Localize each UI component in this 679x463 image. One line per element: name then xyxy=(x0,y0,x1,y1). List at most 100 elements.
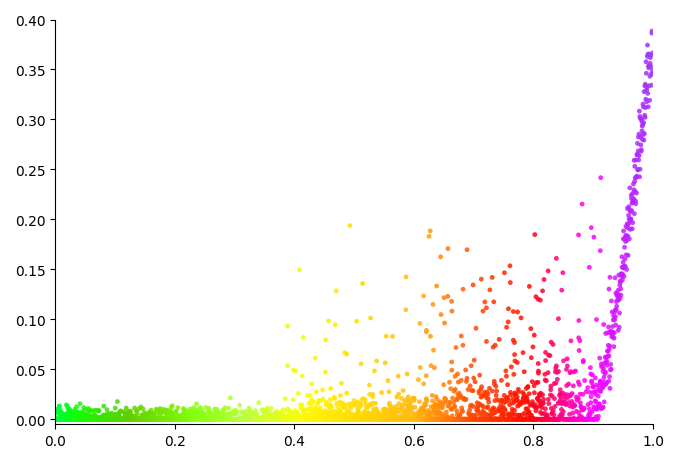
Point xyxy=(317,416,328,423)
Point xyxy=(102,410,113,418)
Point xyxy=(494,407,504,415)
Point xyxy=(578,357,589,364)
Point xyxy=(265,413,276,421)
Point xyxy=(585,389,595,396)
Point xyxy=(126,412,137,419)
Point xyxy=(600,330,611,338)
Point xyxy=(537,416,548,423)
Point xyxy=(337,402,348,410)
Point xyxy=(593,400,604,407)
Point xyxy=(374,410,385,418)
Point xyxy=(404,406,415,413)
Point xyxy=(305,412,316,419)
Point xyxy=(627,219,638,227)
Point xyxy=(73,409,84,417)
Point xyxy=(166,409,177,417)
Point xyxy=(191,408,202,415)
Point xyxy=(454,413,465,420)
Point xyxy=(530,403,540,411)
Point xyxy=(152,407,163,414)
Point xyxy=(100,412,111,419)
Point xyxy=(566,416,577,423)
Point xyxy=(261,416,272,423)
Point xyxy=(239,415,250,422)
Point xyxy=(129,416,140,423)
Point xyxy=(67,416,78,423)
Point xyxy=(177,412,187,419)
Point xyxy=(394,400,405,407)
Point xyxy=(641,70,652,78)
Point xyxy=(420,416,431,423)
Point xyxy=(156,415,167,422)
Point xyxy=(51,406,62,413)
Point xyxy=(274,416,285,423)
Point xyxy=(289,413,299,420)
Point xyxy=(479,415,490,423)
Point xyxy=(143,411,153,419)
Point xyxy=(169,416,180,423)
Point xyxy=(528,416,538,423)
Point xyxy=(533,416,544,423)
Point xyxy=(502,411,513,419)
Point xyxy=(268,416,278,423)
Point xyxy=(330,321,341,329)
Point xyxy=(79,406,90,413)
Point xyxy=(154,410,165,418)
Point xyxy=(239,411,250,419)
Point xyxy=(375,413,386,420)
Point xyxy=(337,416,348,423)
Point xyxy=(165,416,176,423)
Point xyxy=(514,415,525,423)
Point xyxy=(316,416,327,423)
Point xyxy=(115,416,126,423)
Point xyxy=(570,402,581,409)
Point xyxy=(99,416,110,423)
Point xyxy=(511,416,521,423)
Point xyxy=(271,416,282,423)
Point xyxy=(602,362,612,369)
Point xyxy=(182,416,193,423)
Point xyxy=(79,416,90,423)
Point xyxy=(139,409,150,416)
Point xyxy=(306,400,316,408)
Point xyxy=(449,402,460,410)
Point xyxy=(543,369,553,376)
Point xyxy=(70,416,81,423)
Point xyxy=(329,394,340,401)
Point xyxy=(452,416,463,423)
Point xyxy=(553,416,564,423)
Point xyxy=(139,416,150,423)
Point xyxy=(548,407,559,414)
Point xyxy=(255,416,266,423)
Point xyxy=(448,398,459,406)
Point xyxy=(488,404,498,412)
Point xyxy=(388,416,399,423)
Point xyxy=(338,416,349,423)
Point xyxy=(315,416,326,423)
Point xyxy=(132,415,143,423)
Point xyxy=(211,416,222,423)
Point xyxy=(537,416,548,423)
Point xyxy=(426,416,437,423)
Point xyxy=(518,416,529,423)
Point xyxy=(418,293,429,300)
Point xyxy=(171,416,182,423)
Point xyxy=(292,409,303,416)
Point xyxy=(103,416,114,423)
Point xyxy=(150,416,161,423)
Point xyxy=(213,410,223,418)
Point xyxy=(387,407,398,414)
Point xyxy=(466,387,477,394)
Point xyxy=(392,394,403,401)
Point xyxy=(506,363,517,371)
Point xyxy=(258,416,269,423)
Point xyxy=(84,416,94,423)
Point xyxy=(62,416,73,423)
Point xyxy=(589,234,600,241)
Point xyxy=(470,416,481,423)
Point xyxy=(230,407,241,414)
Point xyxy=(241,416,252,423)
Point xyxy=(172,416,183,423)
Point xyxy=(524,283,535,290)
Point xyxy=(238,416,249,423)
